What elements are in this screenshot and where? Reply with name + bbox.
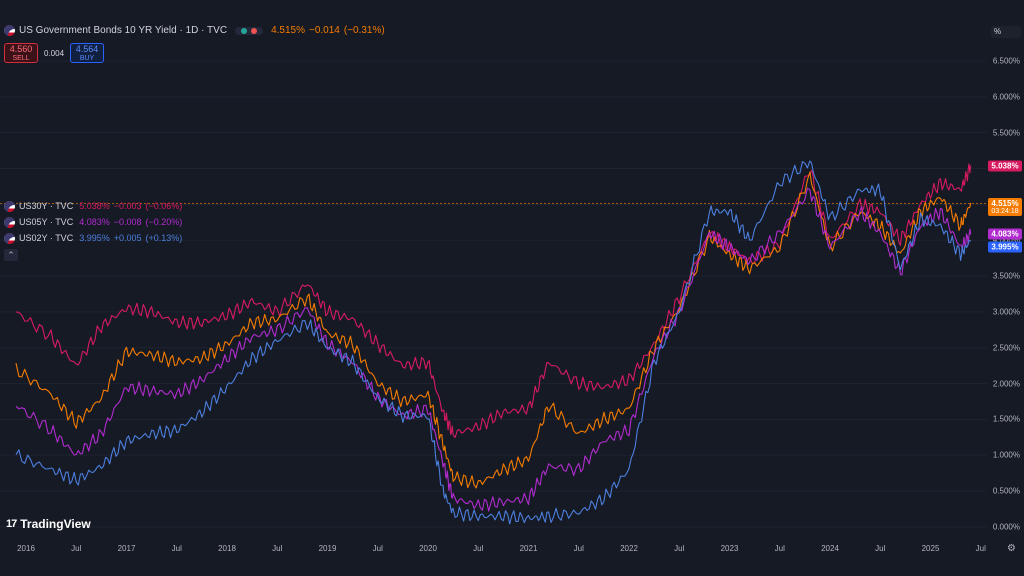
chart-grid bbox=[0, 60, 987, 528]
legend-change: +0.005 bbox=[113, 233, 142, 243]
compare-legend: US30Y · TVC 5.038% −0.003 (−0.06%) US05Y… bbox=[4, 198, 182, 246]
legend-collapse-button[interactable]: ⌃ bbox=[4, 249, 18, 261]
tradingview-wordmark: TradingView bbox=[20, 517, 91, 531]
price-tick-label: 0.500% bbox=[992, 486, 1020, 496]
legend-row-us05y[interactable]: US05Y · TVC 4.083% −0.008 (−0.20%) bbox=[4, 214, 182, 230]
legend-change: −0.003 bbox=[113, 201, 142, 211]
legend-row-us30y[interactable]: US30Y · TVC 5.038% −0.003 (−0.06%) bbox=[4, 198, 182, 214]
time-tick-label: Jul bbox=[372, 544, 383, 553]
symbol-change-pct: (−0.31%) bbox=[343, 25, 385, 36]
series-lines bbox=[15, 160, 972, 525]
legend-symbol: US02Y · TVC bbox=[19, 233, 74, 243]
time-tick-label: 2020 bbox=[419, 544, 437, 553]
price-tick-label: 6.500% bbox=[992, 56, 1020, 66]
price-tick-label: 5.500% bbox=[992, 128, 1020, 138]
price-label-value: 4.083% bbox=[991, 229, 1019, 239]
time-tick-label: 2021 bbox=[519, 544, 538, 553]
time-tick-label: 2018 bbox=[218, 544, 236, 553]
legend-symbol: US05Y · TVC bbox=[19, 217, 74, 227]
price-label-0: 5.038% bbox=[988, 160, 1022, 172]
price-tick-label: 1.000% bbox=[992, 450, 1020, 460]
spread-value: 0.004 bbox=[44, 48, 65, 58]
time-tick-label: Jul bbox=[975, 544, 986, 553]
price-tick-label: 2.000% bbox=[992, 379, 1020, 389]
price-tick-label: 1.500% bbox=[992, 414, 1020, 424]
gear-icon[interactable]: ⚙ bbox=[1007, 543, 1016, 554]
market-status-indicator[interactable] bbox=[235, 26, 264, 35]
percent-scale-toggle[interactable]: % bbox=[991, 26, 1021, 38]
sell-label: SELL bbox=[12, 55, 30, 62]
price-label-3: 3.995% bbox=[988, 241, 1022, 253]
time-tick-label: Jul bbox=[875, 544, 886, 553]
buy-button[interactable]: 4.564 BUY bbox=[70, 43, 105, 63]
time-tick-label: Jul bbox=[573, 544, 584, 553]
symbol-title[interactable]: US Government Bonds 10 YR Yield · 1D · T… bbox=[19, 25, 228, 36]
price-label-2: 4.083% bbox=[988, 228, 1022, 240]
time-tick-label: Jul bbox=[473, 544, 484, 553]
symbol-header[interactable]: US Government Bonds 10 YR Yield · 1D · T… bbox=[4, 25, 385, 36]
series-line-us30y bbox=[15, 163, 972, 439]
price-tick-label: 3.000% bbox=[992, 307, 1020, 317]
price-label-1: 4.515% 03:24:18 bbox=[988, 198, 1022, 217]
time-tick-label: 2019 bbox=[318, 544, 337, 553]
tradingview-logo[interactable]: 17 TradingView bbox=[6, 517, 91, 531]
time-tick-label: 2022 bbox=[620, 544, 638, 553]
time-tick-label: Jul bbox=[171, 544, 182, 553]
chart-area[interactable] bbox=[0, 0, 987, 540]
legend-change-pct: (+0.13%) bbox=[145, 233, 183, 243]
red-dot-icon bbox=[251, 27, 258, 34]
price-axis[interactable]: 6.500%6.000%5.500%5.000%4.500%4.000%3.50… bbox=[987, 0, 1024, 540]
symbol-value: 4.515% bbox=[271, 25, 305, 36]
legend-value: 4.083% bbox=[79, 217, 110, 227]
us-flag-icon bbox=[4, 25, 15, 36]
yield-chart[interactable] bbox=[0, 0, 987, 540]
legend-value: 3.995% bbox=[79, 233, 110, 243]
us-flag-icon bbox=[4, 200, 15, 212]
legend-symbol: US30Y · TVC bbox=[19, 201, 74, 211]
green-dot-icon bbox=[241, 27, 248, 34]
time-axis[interactable]: ⚙ 2016 Jul 2017 Jul 2018 Jul 2019 Jul 2020 Jul 202… bbox=[0, 540, 1024, 576]
sell-button[interactable]: 4.560 SELL bbox=[4, 43, 38, 63]
price-label-countdown: 03:24:18 bbox=[991, 208, 1019, 216]
legend-value: 5.038% bbox=[79, 201, 110, 211]
symbol-change: −0.014 bbox=[308, 25, 340, 36]
time-tick-label: 2023 bbox=[720, 544, 739, 553]
price-label-value: 5.038% bbox=[991, 161, 1019, 171]
tradingview-mark-icon: 17 bbox=[6, 518, 17, 530]
series-line-us02y bbox=[15, 160, 972, 525]
price-tick-label: 2.500% bbox=[992, 343, 1020, 353]
price-tick-label: 4.000% bbox=[992, 235, 1020, 245]
buy-label: BUY bbox=[79, 55, 95, 62]
series-line-us05y bbox=[15, 187, 972, 512]
time-tick-label: Jul bbox=[272, 544, 283, 553]
price-tick-label: 3.500% bbox=[992, 271, 1020, 281]
sell-price: 4.560 bbox=[9, 44, 33, 54]
legend-change: −0.008 bbox=[113, 217, 142, 227]
price-tick-label: 0.000% bbox=[992, 522, 1020, 532]
us-flag-icon bbox=[4, 232, 15, 244]
price-label-value: 4.515% bbox=[991, 199, 1019, 209]
trade-panel: 4.560 SELL 0.004 4.564 BUY bbox=[4, 43, 105, 63]
time-tick-label: Jul bbox=[674, 544, 685, 553]
legend-change-pct: (−0.06%) bbox=[145, 201, 183, 211]
time-tick-label: 2024 bbox=[821, 544, 839, 553]
time-tick-label: Jul bbox=[71, 544, 82, 553]
series-line-us10y bbox=[15, 171, 972, 489]
price-tick-label: 6.000% bbox=[992, 92, 1020, 102]
price-label-value: 3.995% bbox=[991, 242, 1019, 252]
us-flag-icon bbox=[4, 216, 15, 228]
time-tick-label: 2017 bbox=[117, 544, 136, 553]
time-tick-label: 2016 bbox=[17, 544, 35, 553]
legend-change-pct: (−0.20%) bbox=[145, 217, 183, 227]
time-tick-label: 2025 bbox=[921, 544, 940, 553]
time-tick-label: Jul bbox=[774, 544, 785, 553]
legend-row-us02y[interactable]: US02Y · TVC 3.995% +0.005 (+0.13%) bbox=[4, 230, 182, 246]
buy-price: 4.564 bbox=[75, 44, 99, 54]
